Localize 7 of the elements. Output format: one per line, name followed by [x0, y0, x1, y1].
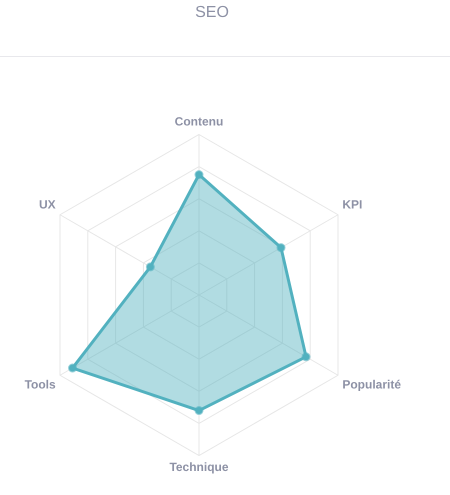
spoke-label: Popularité [342, 377, 402, 392]
spoke-label: Contenu [174, 114, 224, 129]
spoke-label: KPI [342, 197, 362, 212]
spoke-label: Tools [24, 377, 56, 392]
spoke-label: UX [39, 197, 56, 212]
chart-title: SEO [194, 4, 230, 22]
spoke-label: Technique [169, 460, 229, 474]
